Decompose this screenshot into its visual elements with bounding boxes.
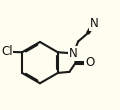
Text: N: N (69, 47, 78, 60)
Text: N: N (90, 17, 98, 30)
Text: Cl: Cl (1, 45, 13, 58)
Text: O: O (85, 56, 94, 69)
